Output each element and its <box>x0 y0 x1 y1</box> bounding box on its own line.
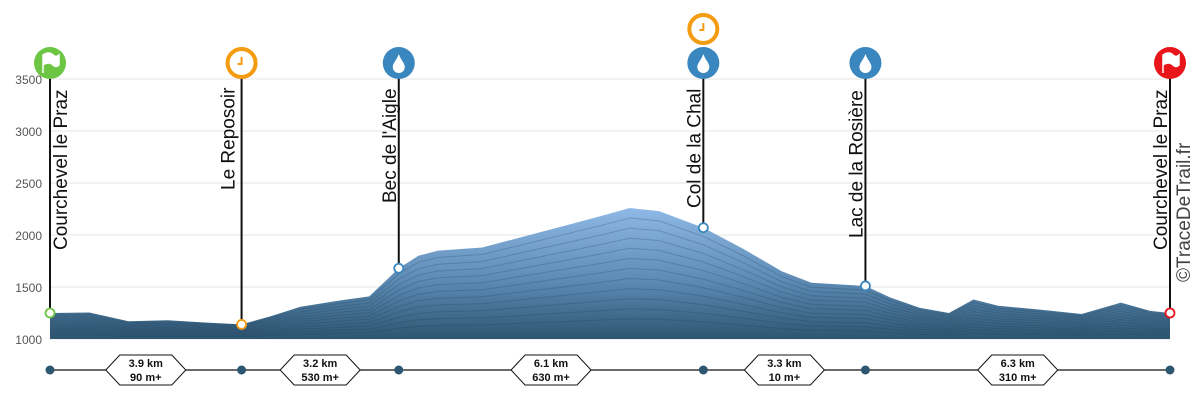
segment-distance: 6.3 km <box>1001 358 1035 370</box>
contour-line <box>49 257 1171 331</box>
segment-gain: 310 m+ <box>999 372 1037 384</box>
flag-shape <box>42 52 60 73</box>
segment-node <box>237 365 247 375</box>
waypoint-marker <box>393 262 405 274</box>
segment-distance: 3.3 km <box>767 358 801 370</box>
segment-distance: 6.1 km <box>534 358 568 370</box>
water-drop-icon[interactable] <box>687 47 720 79</box>
contour-line <box>49 277 1171 333</box>
flag-shape <box>1162 52 1180 73</box>
contour-line <box>49 308 1171 337</box>
contour-line <box>49 267 1171 332</box>
clock-hands <box>699 23 705 31</box>
segment-node <box>45 365 55 375</box>
waypoint-label: Le Reposoir <box>219 87 240 190</box>
segment-gain: 530 m+ <box>301 372 339 384</box>
y-tick-label: 2500 <box>15 177 42 191</box>
segment-gain: 630 m+ <box>532 372 570 384</box>
y-tick-label: 2000 <box>15 229 42 243</box>
segment-node <box>1165 365 1175 375</box>
segment-badge <box>977 354 1059 386</box>
drop-shape <box>697 54 710 73</box>
segment-badge <box>743 354 826 386</box>
segment-badge <box>279 354 361 386</box>
contour-line <box>49 247 1171 330</box>
segment-distance: 3.9 km <box>129 358 163 370</box>
waypoint-label: Bec de l'Aigle <box>380 88 401 203</box>
contour-line <box>49 288 1171 334</box>
waypoint-label: Lac de la Rosière <box>846 90 867 238</box>
contour-line <box>49 318 1171 338</box>
contour-line <box>49 217 1171 327</box>
segment-gain: 10 m+ <box>769 372 801 384</box>
waypoint-marker <box>236 319 247 330</box>
y-tick-label: 3000 <box>15 125 42 139</box>
clock-hands <box>237 57 243 65</box>
waypoint-label: Col de la Chal <box>684 89 705 208</box>
contour-line <box>49 237 1171 329</box>
water-drop-icon[interactable] <box>849 47 882 79</box>
segment-gain: 90 m+ <box>130 372 162 384</box>
waypoint-label: Courchevel le Praz <box>1151 89 1172 250</box>
waypoint-marker <box>860 280 871 292</box>
y-tick-label: 3500 <box>15 73 42 87</box>
drop-shape <box>392 54 405 73</box>
water-drop-icon[interactable] <box>382 47 415 79</box>
segment-badge <box>105 354 187 386</box>
segment-node <box>860 365 870 375</box>
elevation-area <box>50 208 1170 339</box>
segment-badge <box>510 354 592 386</box>
start-flag-icon[interactable] <box>34 47 66 79</box>
clock-icon[interactable] <box>687 13 720 45</box>
y-tick-label: 1500 <box>15 281 42 295</box>
waypoint-marker <box>44 307 56 319</box>
drop-shape <box>859 54 872 73</box>
waypoint-label: Courchevel le Praz <box>51 89 72 250</box>
waypoint-marker <box>1164 307 1176 319</box>
y-tick-label: 1000 <box>15 333 42 347</box>
finish-flag-icon[interactable] <box>1154 47 1186 79</box>
contour-line <box>49 227 1171 328</box>
segment-node <box>394 365 404 375</box>
segment-distance: 3.2 km <box>303 358 337 370</box>
segment-node <box>698 365 708 375</box>
waypoint-marker <box>697 222 709 234</box>
watermark: ©TraceDeTrail.fr <box>1174 142 1195 282</box>
clock-icon[interactable] <box>225 47 258 79</box>
contour-line <box>49 298 1171 336</box>
